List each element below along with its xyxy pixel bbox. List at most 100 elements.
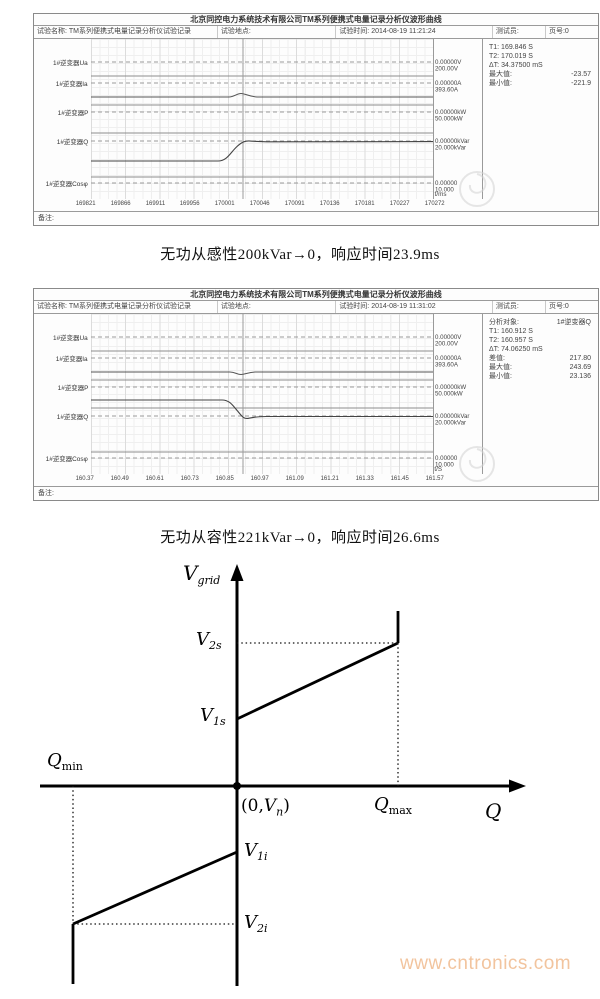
measure-row: 最小值: -221.9 xyxy=(489,80,591,87)
cursor-time: ΔT: 74.06250 mS xyxy=(489,346,543,353)
x-tick: 160.85 xyxy=(215,475,235,482)
info-cell: 页号:0 xyxy=(548,28,569,35)
report-info-row: 试验名称: TM系列便携式电量记录分析仪试验记录 试验地点: 试验时间: 2014-… xyxy=(34,301,598,314)
x-tick: 160.61 xyxy=(145,475,164,482)
scale-value-column: 0.00000V 200.00V 0.00000A 393.60A 0.00000kW 5… xyxy=(434,314,482,474)
cursor-time: T2: 160.957 S xyxy=(489,337,533,344)
site-watermark: www.cntronics.com xyxy=(400,953,572,974)
waveform-traces xyxy=(91,314,433,474)
qmax-label: Qmax xyxy=(374,794,412,818)
info-cell: 试验名称: TM系列便携式电量记录分析仪试验记录 xyxy=(34,301,218,313)
x-tick: 169956 xyxy=(179,200,200,207)
measure-row: 最大值: 243.69 xyxy=(489,364,591,371)
plot-area xyxy=(91,39,434,199)
report-title: 北京同控电力系统技术有限公司TM系列便携式电量记录分析仪波形曲线 xyxy=(34,14,598,26)
info-cell: 试验时间: 2014-08-19 11:31:02 xyxy=(336,301,493,313)
scale-values: 0.00000kW 50.000kW xyxy=(435,384,467,398)
cursor-time: T2: 170.019 S xyxy=(489,53,533,60)
info-cell: 试验名称: TM系列便携式电量记录分析仪试验记录 xyxy=(34,26,218,38)
x-tick: 160.73 xyxy=(180,475,199,482)
scale-values: 0.00000 10.000 xyxy=(435,455,458,469)
x-tick: 161.57 xyxy=(426,475,445,482)
info-cell: 页号:0 xyxy=(548,303,569,310)
v2s-label: V2s xyxy=(196,629,222,653)
channel-label: 1#逆变器Cosφ xyxy=(45,181,88,188)
cursor-time: T1: 160.912 S xyxy=(489,328,533,335)
stamp-watermark-icon xyxy=(459,446,495,482)
v1s-label: V1s xyxy=(200,705,226,729)
x-tick: 169911 xyxy=(145,200,165,207)
droop-curve-drawing xyxy=(40,564,526,986)
x-tick: 161.21 xyxy=(320,475,340,482)
figure1-caption: 无功从感性200kVar→0，响应时间23.9ms xyxy=(160,247,440,263)
measure-row: 差值: 217.80 xyxy=(489,355,591,362)
channel-label: 1#逆变器Ia xyxy=(56,81,88,88)
x-tick: 161.45 xyxy=(391,475,410,482)
x-tick: 169866 xyxy=(110,200,131,207)
channel-label: 1#逆变器P xyxy=(57,110,88,117)
channel-label: 1#逆变器Q xyxy=(56,414,88,421)
channel-label: 1#逆变器Ia xyxy=(56,356,88,363)
info-cell: 试验地点: xyxy=(218,26,337,38)
x-tick: 160.97 xyxy=(250,475,270,482)
channel-label: 1#逆变器Ua xyxy=(53,335,88,342)
analysis-target-row: 分析对象: 1#逆变器Q xyxy=(489,319,591,326)
scale-values: 0.00000kVar 20.000kVar xyxy=(435,413,470,427)
v1i-label: V1i xyxy=(244,840,268,864)
x-tick: 160.37 xyxy=(75,475,94,482)
note-row: 备注: xyxy=(38,490,54,497)
channel-label: 1#逆变器Cosφ xyxy=(45,456,88,463)
scale-values: 0.00000V 200.00V xyxy=(435,334,462,348)
channel-label: 1#逆变器Q xyxy=(56,139,88,146)
x-tick: 170136 xyxy=(319,200,340,207)
x-tick: 170046 xyxy=(249,200,270,207)
channel-label: 1#逆变器P xyxy=(57,385,88,392)
v2i-label: V2i xyxy=(244,912,268,936)
report-title: 北京同控电力系统技术有限公司TM系列便携式电量记录分析仪波形曲线 xyxy=(34,289,598,301)
x-tick: 170091 xyxy=(284,200,305,207)
x-tick: 170227 xyxy=(389,200,410,207)
info-cell: 试验时间: 2014-08-19 11:21:24 xyxy=(336,26,493,38)
plot-body: 1#逆变器Ua 1#逆变器Ia 1#逆变器P 1#逆变器Q 1#逆变器Cosφ xyxy=(34,39,598,199)
x-axis-row: 160.37 160.49 160.61 160.73 160.85 160.97 161.… xyxy=(34,466,598,487)
y-axis-label: Vgrid xyxy=(183,561,221,588)
scale-values: 0.00000kVar 20.000kVar xyxy=(435,138,470,152)
measure-row: 最小值: 23.136 xyxy=(489,373,591,380)
x-axis-label: Q xyxy=(485,799,502,823)
plot-body: 1#逆变器Ua 1#逆变器Ia 1#逆变器P 1#逆变器Q 1#逆变器Cosφ xyxy=(34,314,598,474)
scale-values: 0.00000A 393.60A xyxy=(435,355,462,369)
x-axis-unit: t/ms xyxy=(434,191,447,198)
figure2-caption: 无功从容性221kVar→0，响应时间26.6ms xyxy=(160,530,440,546)
info-cell: 试验地点: xyxy=(218,301,337,313)
scale-values: 0.00000 10.000 xyxy=(435,180,458,194)
scale-values: 0.00000kW 50.000kW xyxy=(435,109,467,123)
scale-values: 0.00000V 200.00V xyxy=(435,59,462,73)
qmin-label: Qmin xyxy=(47,750,83,774)
cursor-measure-panel: 分析对象: 1#逆变器Q T1: 160.912 S T2: 160.957 S ΔT… xyxy=(482,314,598,474)
waveform-screenshot-2: 北京同控电力系统技术有限公司TM系列便携式电量记录分析仪波形曲线 试验名称: T… xyxy=(33,288,599,501)
x-axis-row: 169821 169866 169911 169956 170001 170046 1700… xyxy=(34,191,598,212)
x-tick: 170181 xyxy=(354,200,375,207)
cursor-measure-panel: T1: 169.846 S T2: 170.019 S ΔT: 34.37500 m… xyxy=(482,39,598,199)
x-tick: 161.33 xyxy=(355,475,375,482)
origin-point xyxy=(233,782,241,790)
channel-label-column: 1#逆变器Ua 1#逆变器Ia 1#逆变器P 1#逆变器Q 1#逆变器Cosφ xyxy=(34,314,90,474)
x-tick: 170272 xyxy=(424,200,445,207)
plot-area xyxy=(91,314,434,474)
x-tick: 170001 xyxy=(214,200,235,207)
measure-row: 最大值: -23.57 xyxy=(489,71,591,78)
x-axis-arrow-icon xyxy=(509,779,526,793)
cursor-time: ΔT: 34.37500 mS xyxy=(489,62,543,69)
origin-label: (0,Vn) xyxy=(241,796,290,819)
cursor-time: T1: 169.846 S xyxy=(489,44,533,51)
stamp-watermark-icon xyxy=(459,171,495,207)
report-info-row: 试验名称: TM系列便携式电量记录分析仪试验记录 试验地点: 试验时间: 2014-… xyxy=(34,26,598,39)
scale-values: 0.00000A 393.60A xyxy=(435,80,462,94)
vq-droop-diagram: Vgrid Q V2s V1s V1i V2i Qmin Qmax (0,Vn) xyxy=(0,556,600,999)
info-cell: 测试员: xyxy=(493,301,546,313)
x-tick: 169821 xyxy=(75,200,96,207)
waveform-screenshot-1: 北京同控电力系统技术有限公司TM系列便携式电量记录分析仪波形曲线 试验名称: T… xyxy=(33,13,599,226)
x-tick: 161.09 xyxy=(285,475,305,482)
channel-label: 1#逆变器Ua xyxy=(53,60,88,67)
